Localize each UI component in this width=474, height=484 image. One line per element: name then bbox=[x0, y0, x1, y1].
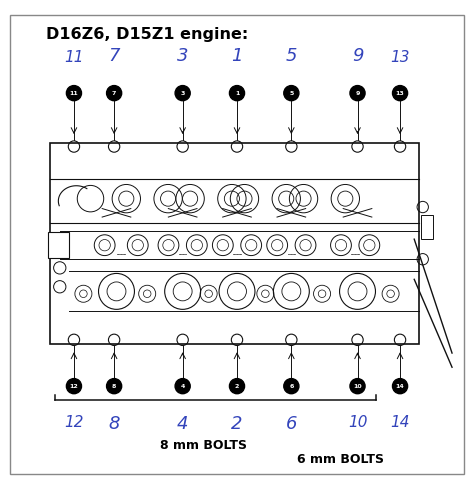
Circle shape bbox=[66, 378, 82, 393]
Text: D16Z6, D15Z1 engine:: D16Z6, D15Z1 engine: bbox=[46, 27, 248, 42]
Text: 3: 3 bbox=[177, 47, 188, 65]
Text: 13: 13 bbox=[390, 50, 410, 65]
Text: 7: 7 bbox=[112, 91, 116, 96]
Text: 11: 11 bbox=[64, 50, 84, 65]
Text: 2: 2 bbox=[231, 414, 243, 433]
Text: 3: 3 bbox=[181, 91, 185, 96]
Text: 10: 10 bbox=[353, 384, 362, 389]
Circle shape bbox=[175, 86, 190, 101]
Circle shape bbox=[107, 378, 122, 393]
Circle shape bbox=[392, 86, 408, 101]
Circle shape bbox=[66, 86, 82, 101]
Text: 14: 14 bbox=[390, 414, 410, 429]
Text: 8: 8 bbox=[112, 384, 116, 389]
Text: 11: 11 bbox=[70, 91, 78, 96]
Bar bbox=[48, 232, 69, 258]
Circle shape bbox=[229, 86, 245, 101]
Circle shape bbox=[350, 378, 365, 393]
Text: 7: 7 bbox=[109, 47, 120, 65]
Text: 8: 8 bbox=[109, 414, 120, 433]
Circle shape bbox=[284, 86, 299, 101]
Bar bbox=[421, 215, 433, 239]
Circle shape bbox=[175, 378, 190, 393]
Text: 6: 6 bbox=[289, 384, 293, 389]
Text: 1: 1 bbox=[231, 47, 243, 65]
Circle shape bbox=[350, 86, 365, 101]
Text: 4: 4 bbox=[181, 384, 185, 389]
Text: 8 mm BOLTS: 8 mm BOLTS bbox=[160, 439, 247, 453]
Text: 12: 12 bbox=[70, 384, 78, 389]
Circle shape bbox=[392, 378, 408, 393]
Text: 14: 14 bbox=[396, 384, 404, 389]
Text: 4: 4 bbox=[177, 414, 188, 433]
Text: 5: 5 bbox=[286, 47, 297, 65]
Circle shape bbox=[107, 86, 122, 101]
Text: 1: 1 bbox=[235, 91, 239, 96]
Circle shape bbox=[284, 378, 299, 393]
Text: 9: 9 bbox=[356, 91, 360, 96]
FancyBboxPatch shape bbox=[10, 15, 464, 473]
Text: 13: 13 bbox=[396, 91, 404, 96]
Text: 6 mm BOLTS: 6 mm BOLTS bbox=[298, 454, 384, 467]
Text: 6: 6 bbox=[286, 414, 297, 433]
Text: 5: 5 bbox=[289, 91, 293, 96]
Text: 9: 9 bbox=[352, 47, 363, 65]
Text: 10: 10 bbox=[348, 414, 367, 429]
Bar bbox=[50, 143, 419, 344]
Circle shape bbox=[229, 378, 245, 393]
Text: 12: 12 bbox=[64, 414, 84, 429]
Text: 2: 2 bbox=[235, 384, 239, 389]
